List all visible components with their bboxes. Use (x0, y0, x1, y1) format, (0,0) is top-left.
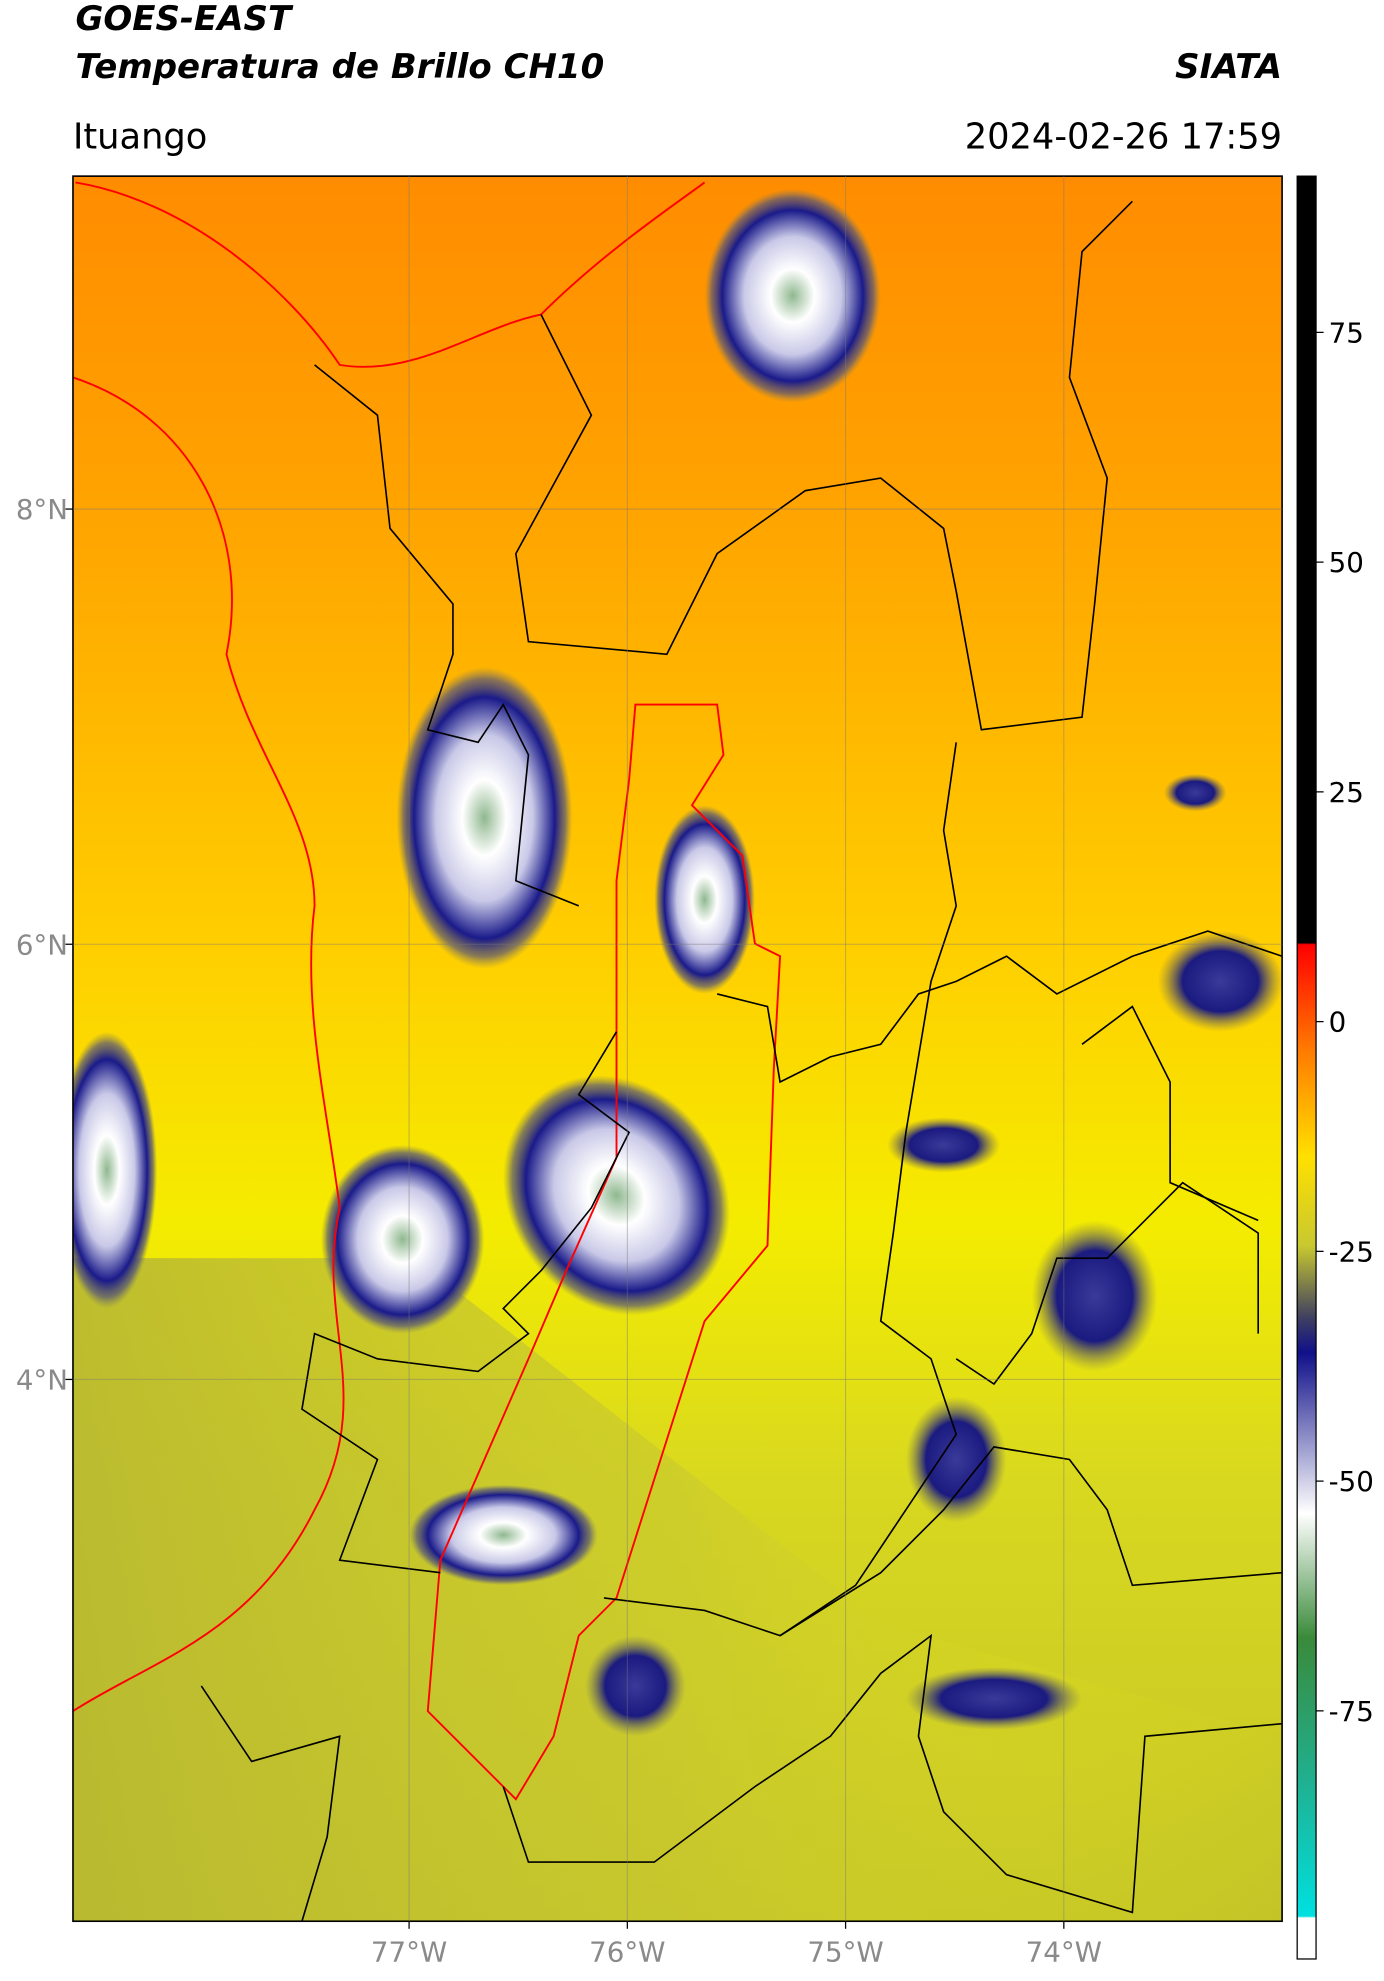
colorbar (1296, 175, 1317, 1960)
graticule: 77°W 76°W 75°W 74°W 8°N 6°N 4°N (16, 176, 1283, 1968)
x-tick-label: 75°W (807, 1935, 883, 1968)
y-tick-label: 4°N (16, 1363, 68, 1396)
location: Ituango (73, 116, 207, 157)
colorbar-tick-label: 50 (1329, 546, 1364, 579)
colorbar-tick-label: 0 (1329, 1006, 1347, 1039)
colorbar-tick-label: -50 (1329, 1465, 1374, 1498)
title: GOES-EAST (75, 0, 293, 39)
colorbar-tick-label: 75 (1329, 316, 1364, 349)
map-image (72, 176, 1283, 1922)
y-tick-label: 6°N (16, 928, 68, 961)
subtitle: Temperatura de Brillo CH10 (75, 47, 604, 87)
x-tick-label: 74°W (1026, 1935, 1102, 1968)
colorbar-ticks: 75 50 25 0 -25 -50 -75 (1316, 316, 1374, 1728)
colorbar-tick-label: -75 (1329, 1695, 1374, 1728)
x-tick-label: 76°W (589, 1935, 665, 1968)
colorbar-tick-label: -25 (1329, 1235, 1374, 1268)
colorbar-tick-label: 25 (1329, 776, 1364, 809)
datetime: 2024-02-26 17:59 (965, 116, 1282, 157)
map-frame (72, 175, 1283, 1923)
y-tick-label: 8°N (16, 493, 68, 526)
x-tick-label: 77°W (371, 1935, 447, 1968)
source: SIATA (1175, 47, 1282, 87)
